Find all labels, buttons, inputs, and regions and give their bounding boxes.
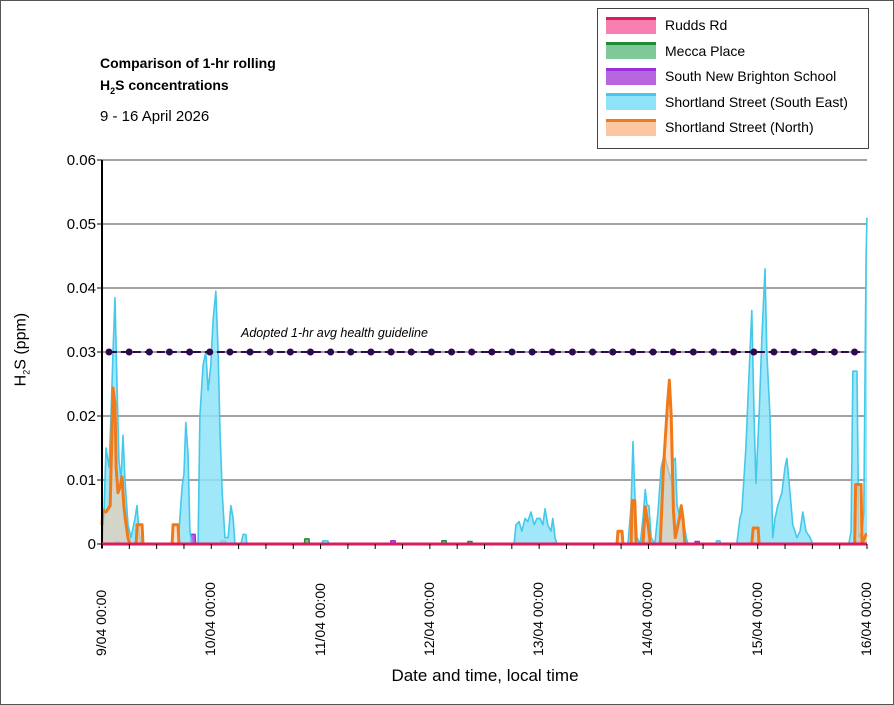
legend-item: South New Brighton School: [606, 66, 836, 86]
series-line: [101, 217, 868, 545]
x-tick-label: 13/04 00:00: [530, 582, 547, 656]
guideline: [105, 348, 861, 356]
title-sub: 2: [110, 85, 116, 96]
ylabel-h: H: [12, 374, 30, 387]
legend-item: Shortland Street (North): [606, 117, 814, 137]
guideline-marker: [609, 348, 617, 356]
guideline-marker: [790, 348, 798, 356]
guideline-marker: [730, 348, 738, 356]
guideline-marker: [649, 348, 657, 356]
guideline-marker: [508, 348, 516, 356]
guideline-marker: [307, 348, 314, 356]
legend-swatch: [606, 16, 656, 34]
legend-item: Rudds Rd: [606, 15, 727, 35]
guideline-marker: [246, 348, 254, 356]
y-tick-label: 0.05: [67, 216, 96, 233]
guideline-marker: [770, 348, 778, 356]
legend-label: Shortland Street (South East): [665, 93, 848, 110]
guideline-marker: [488, 348, 496, 356]
guideline-marker: [750, 348, 758, 356]
guideline-marker: [367, 348, 375, 356]
title-h: H: [100, 77, 111, 93]
legend-swatch: [606, 42, 656, 59]
y-tick-label: 0: [88, 536, 96, 553]
legend-item: Shortland Street (South East): [606, 92, 848, 112]
guideline-marker: [407, 348, 415, 356]
guideline-marker: [568, 348, 576, 356]
y-tick-label: 0.04: [67, 280, 96, 297]
guideline-marker: [266, 348, 274, 356]
legend-label: Mecca Place: [665, 42, 746, 59]
guideline-marker: [528, 348, 536, 356]
x-axis-label: Date and time, local time: [391, 666, 579, 685]
legend: Rudds Rd Mecca Place South New Brighton Sc…: [597, 8, 869, 149]
legend-item: Mecca Place: [606, 41, 745, 61]
guideline-marker: [286, 348, 294, 356]
guideline-marker: [226, 348, 234, 356]
legend-label: Shortland Street (North): [665, 119, 814, 135]
guideline-marker: [629, 348, 637, 356]
guideline-marker: [125, 348, 133, 356]
legend-swatch: [606, 67, 656, 85]
chart-title-line1: Comparison of 1-hr rolling: [100, 55, 276, 71]
x-tick-label: 14/04 00:00: [639, 582, 656, 656]
x-tick-label: 9/04 00:00: [93, 589, 109, 656]
chart-title-line2: H2S concentrations: [100, 74, 276, 102]
series-area: [102, 217, 867, 544]
guideline-marker: [589, 348, 597, 356]
chart-title: Comparison of 1-hr rolling H2S concentra…: [100, 52, 276, 102]
guideline-marker: [427, 348, 435, 356]
y-axis-label: H2S (ppm): [12, 300, 31, 400]
x-tick-label: 12/04 00:00: [420, 582, 437, 656]
guideline-marker: [387, 348, 395, 356]
legend-label: Rudds Rd: [665, 17, 728, 33]
ylabel-sub: 2: [21, 369, 32, 375]
guideline-marker: [327, 348, 335, 356]
y-tick-label: 0.02: [67, 408, 96, 425]
guideline-marker: [448, 348, 456, 356]
legend-swatch: [606, 118, 656, 136]
x-tick-label: 15/04 00:00: [748, 582, 765, 656]
guideline-marker: [810, 348, 818, 356]
y-tick-label: 0.03: [67, 344, 96, 361]
title-suffix: S concentrations: [115, 77, 229, 93]
chart-subtitle: 9 - 16 April 2026: [100, 108, 210, 125]
guideline-marker: [669, 348, 677, 356]
x-tick-label: 16/04 00:00: [858, 582, 874, 656]
guideline-marker: [689, 348, 697, 356]
guideline-marker: [186, 348, 194, 356]
x-tick-label: 10/04 00:00: [202, 582, 219, 656]
y-tick-label: 0.01: [67, 472, 96, 489]
x-tick-label: 11/04 00:00: [311, 583, 328, 656]
guideline-marker: [851, 348, 859, 356]
guideline-marker: [830, 348, 838, 356]
guideline-marker: [206, 348, 214, 356]
guideline-marker: [468, 348, 476, 356]
guideline-marker: [710, 348, 717, 356]
legend-label: South New Brighton School: [665, 68, 837, 84]
guideline-marker: [145, 348, 153, 356]
y-tick-label: 0.06: [67, 152, 96, 169]
guideline-marker: [105, 348, 113, 356]
guideline-marker: [548, 348, 556, 356]
guideline-marker: [165, 348, 173, 356]
ylabel-suffix: S (ppm): [12, 312, 30, 370]
legend-swatch: [606, 93, 656, 110]
guideline-marker: [347, 348, 355, 356]
guideline-label: Adopted 1-hr avg health guideline: [241, 326, 428, 340]
series-shortland-street-south-east-: [101, 217, 868, 545]
